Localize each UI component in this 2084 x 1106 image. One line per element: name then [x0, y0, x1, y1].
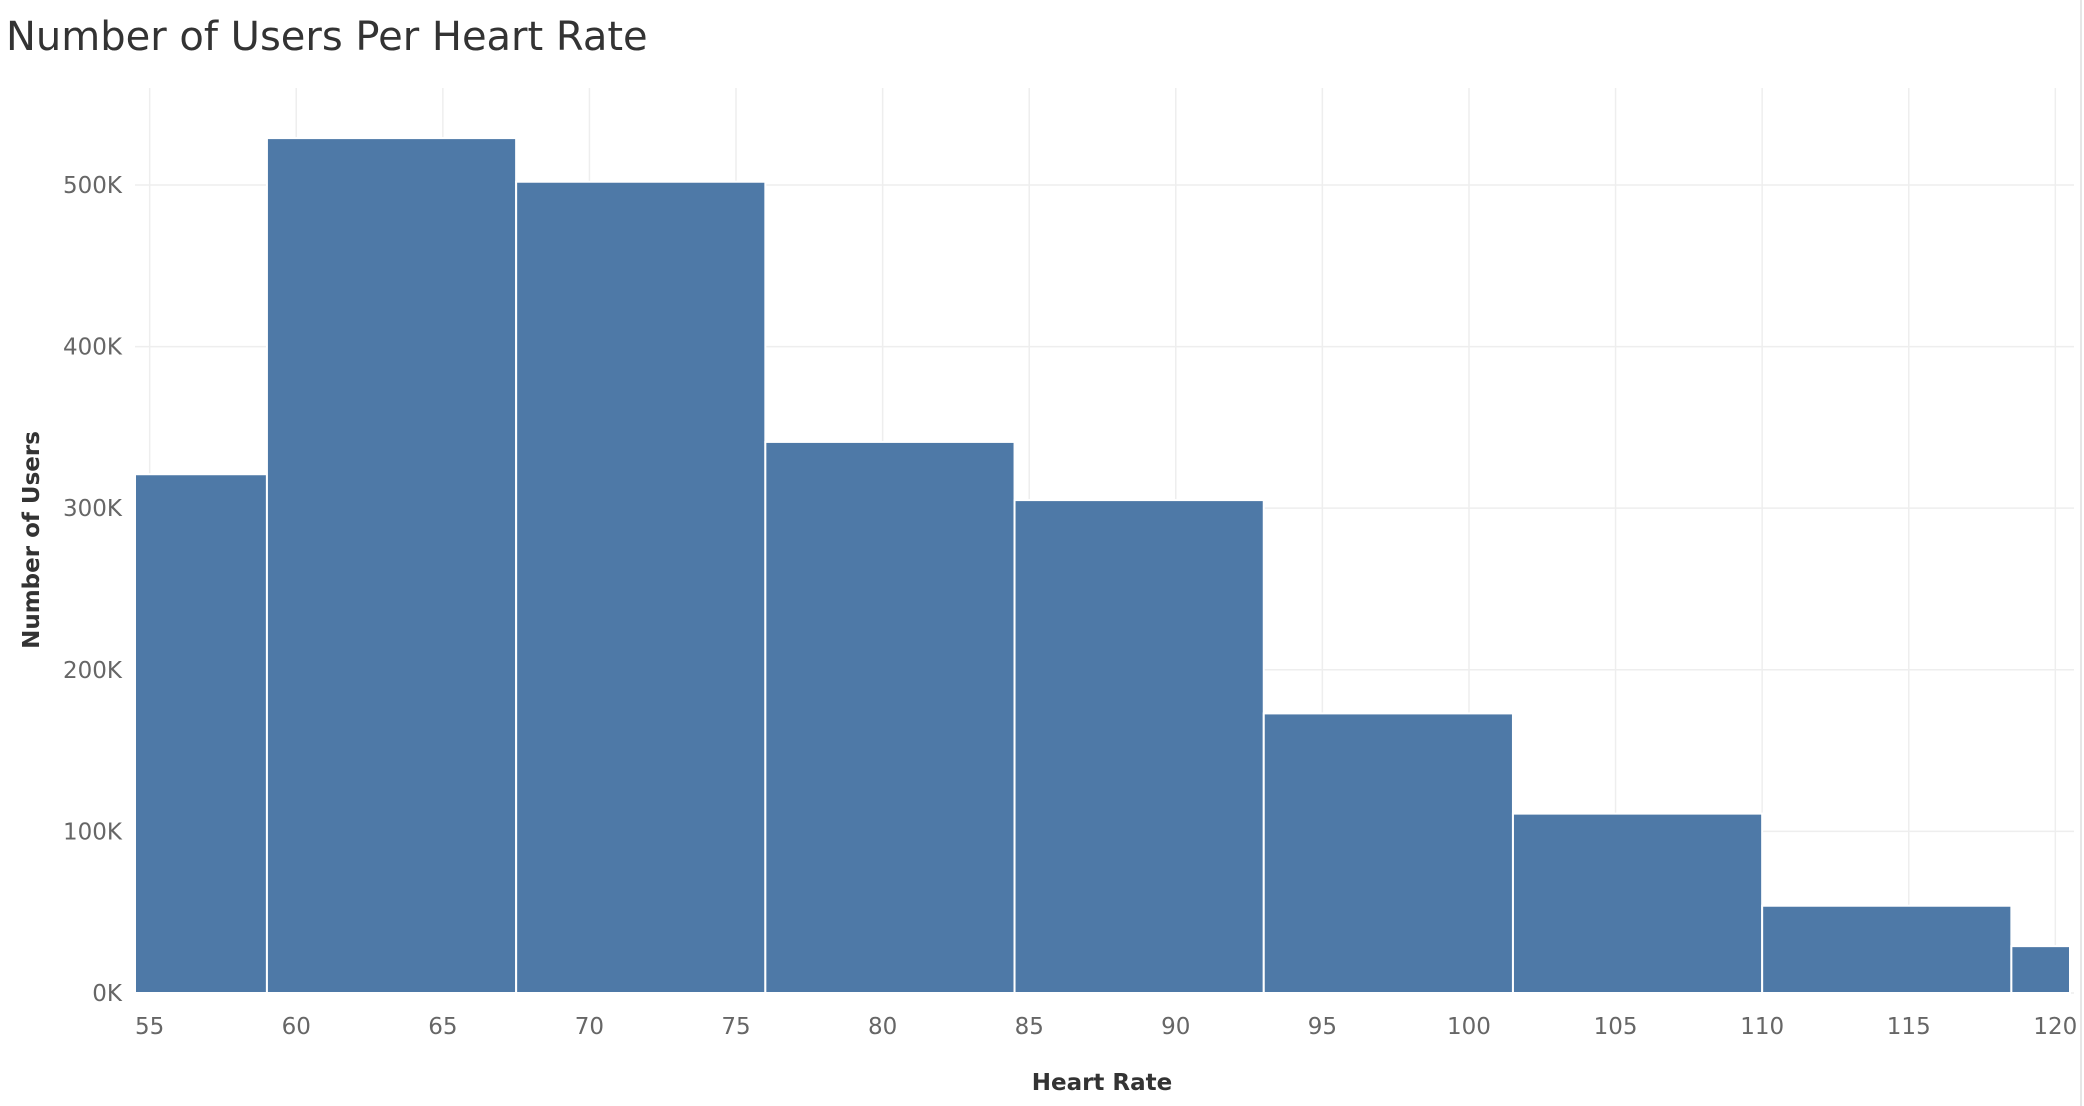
histogram-bar [265, 137, 518, 995]
x-tick-label: 105 [1594, 1014, 1638, 1040]
y-axis-ticks: 0K 100K 200K 300K 400K 500K [63, 173, 123, 1007]
x-tick-label: 80 [868, 1014, 897, 1040]
x-axis-title: Heart Rate [1032, 1070, 1173, 1096]
histogram-bar [1262, 712, 1514, 994]
x-tick-label: 95 [1308, 1014, 1337, 1040]
histogram-bar [764, 440, 1016, 995]
y-tick-label: 100K [63, 819, 123, 845]
y-tick-label: 400K [63, 335, 123, 361]
x-axis-ticks: 55 60 65 70 75 80 85 90 95 100 105 110 115 120 [135, 1014, 2077, 1040]
x-tick-label: 70 [575, 1014, 604, 1040]
bars [134, 137, 2072, 995]
x-tick-label: 100 [1447, 1014, 1491, 1040]
x-tick-label: 55 [135, 1014, 164, 1040]
x-tick-label: 90 [1161, 1014, 1190, 1040]
y-tick-label: 500K [63, 173, 123, 199]
x-tick-label: 120 [2033, 1014, 2077, 1040]
y-tick-label: 300K [63, 496, 123, 522]
histogram-bar [134, 473, 268, 994]
histogram-bar [515, 180, 767, 995]
x-tick-label: 85 [1015, 1014, 1044, 1040]
x-tick-label: 115 [1887, 1014, 1931, 1040]
x-tick-label: 75 [721, 1014, 750, 1040]
x-tick-label: 110 [1740, 1014, 1784, 1040]
histogram-bar [1761, 904, 2013, 994]
y-axis-title: Number of Users [19, 431, 45, 649]
x-tick-label: 65 [428, 1014, 457, 1040]
histogram-bar [2010, 945, 2072, 994]
chart-title: Number of Users Per Heart Rate [6, 14, 648, 60]
histogram-bar [1013, 499, 1265, 994]
y-tick-label: 200K [63, 658, 123, 684]
y-tick-label: 0K [92, 981, 123, 1007]
panel-right-border [2080, 0, 2082, 1106]
x-tick-label: 60 [282, 1014, 311, 1040]
histogram-bar [1511, 812, 1764, 995]
